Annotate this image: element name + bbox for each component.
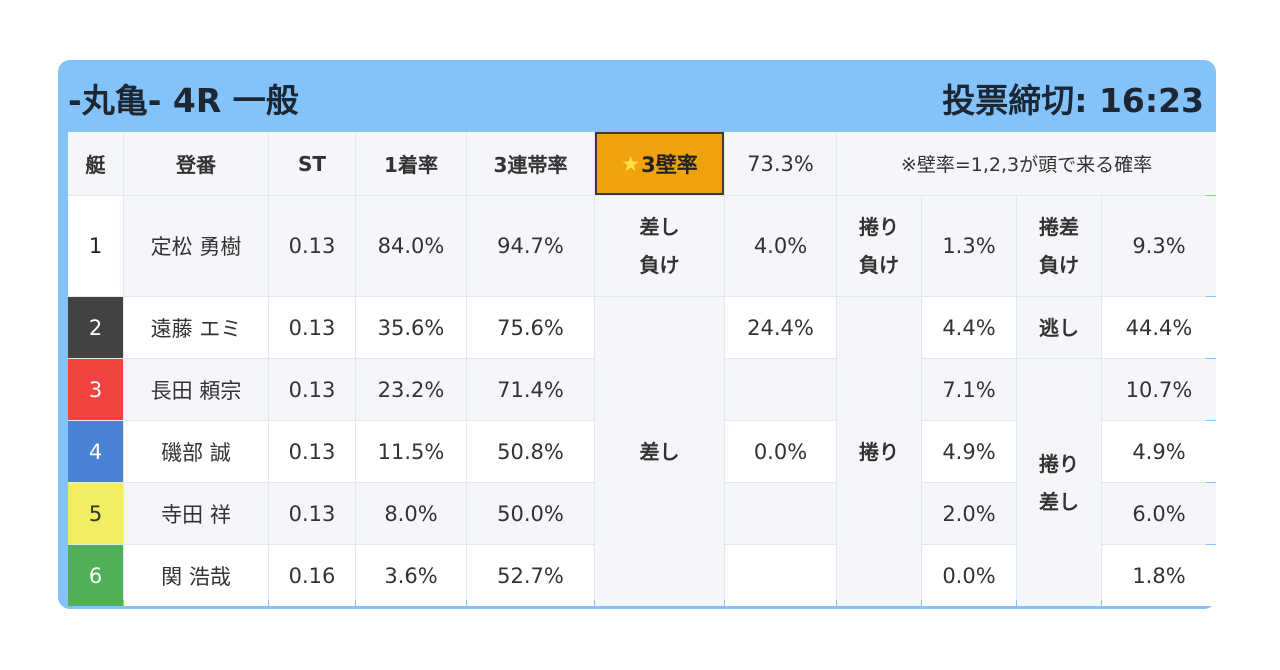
- racer-win-rate: 11.5%: [356, 421, 466, 482]
- wall-rate-text: 3壁率: [641, 152, 698, 177]
- pattern-value: 4.9%: [1102, 421, 1216, 482]
- pattern-value: 10.7%: [1102, 359, 1216, 420]
- vote-deadline: 投票締切: 16:23: [942, 81, 1204, 120]
- racer-st: 0.13: [269, 297, 355, 358]
- pattern-nige-label: 逃し: [1017, 297, 1101, 358]
- pattern-value: 44.4%: [1102, 297, 1216, 358]
- race-title: -丸亀- 4R 一般: [68, 81, 299, 120]
- pattern-value: 6.0%: [1102, 483, 1216, 544]
- pattern-makuri-make: 捲り 負け: [837, 196, 921, 296]
- pattern-value: [725, 359, 836, 420]
- header-win-rate: 1着率: [356, 132, 466, 195]
- header-st: ST: [269, 132, 355, 195]
- pattern-label-line: 負け: [1039, 253, 1079, 277]
- pattern-value: 1.8%: [1102, 545, 1216, 606]
- racer-win-rate: 35.6%: [356, 297, 466, 358]
- pattern-makurisashi-make: 捲差 負け: [1017, 196, 1101, 296]
- pattern-value: [725, 545, 836, 606]
- pattern-sashi-make: 差し 負け: [595, 196, 724, 296]
- racer-st: 0.13: [269, 196, 355, 296]
- racer-name: 関 浩哉: [124, 545, 268, 606]
- pattern-makuri-label: 捲り: [837, 297, 921, 606]
- racer-win-rate: 3.6%: [356, 545, 466, 606]
- pattern-sashi-label: 差し: [595, 297, 724, 606]
- pattern-label-line: 捲り: [1039, 451, 1079, 476]
- frame-badge-2: 2: [68, 297, 123, 358]
- pattern-value: 24.4%: [725, 297, 836, 358]
- wall-rate-label: ★ 3壁率: [595, 132, 724, 195]
- pattern-value: 4.0%: [725, 196, 836, 296]
- header-frame: 艇: [68, 132, 123, 195]
- header-register: 登番: [124, 132, 268, 195]
- racer-trio-rate: 94.7%: [467, 196, 594, 296]
- pattern-value: 4.9%: [922, 421, 1016, 482]
- frame-badge-1: 1: [68, 196, 123, 296]
- racer-name: 寺田 祥: [124, 483, 268, 544]
- pattern-value: 9.3%: [1102, 196, 1216, 296]
- pattern-makurisashi-label: 捲り 差し: [1017, 359, 1101, 606]
- pattern-value: 2.0%: [922, 483, 1016, 544]
- racer-st: 0.13: [269, 359, 355, 420]
- frame-badge-5: 5: [68, 483, 123, 544]
- star-icon: ★: [621, 151, 641, 176]
- racer-st: 0.16: [269, 545, 355, 606]
- prediction-table: 艇 登番 ST 1着率 3連帯率 ★ 3壁率 73.3% ※壁率=1,2,3が頭で…: [68, 132, 1216, 606]
- racer-name: 磯部 誠: [124, 421, 268, 482]
- racer-trio-rate: 71.4%: [467, 359, 594, 420]
- pattern-value: 4.4%: [922, 297, 1016, 358]
- wall-rate-note: ※壁率=1,2,3が頭で来る確率: [837, 132, 1216, 195]
- racer-trio-rate: 75.6%: [467, 297, 594, 358]
- racer-name: 遠藤 エミ: [124, 297, 268, 358]
- header-trio-rate: 3連帯率: [467, 132, 594, 195]
- pattern-value: 1.3%: [922, 196, 1016, 296]
- pattern-label-line: 差し: [1039, 489, 1079, 514]
- frame-badge-3: 3: [68, 359, 123, 420]
- pattern-value: 0.0%: [922, 545, 1016, 606]
- racer-trio-rate: 50.0%: [467, 483, 594, 544]
- frame-badge-4: 4: [68, 421, 123, 482]
- racer-trio-rate: 52.7%: [467, 545, 594, 606]
- pattern-label-line: 捲差: [1039, 215, 1079, 239]
- frame-badge-6: 6: [68, 545, 123, 606]
- pattern-label-line: 差し: [639, 215, 680, 239]
- pattern-label-line: 負け: [639, 253, 680, 277]
- racer-name: 長田 頼宗: [124, 359, 268, 420]
- pattern-value: 7.1%: [922, 359, 1016, 420]
- racer-win-rate: 23.2%: [356, 359, 466, 420]
- racer-win-rate: 8.0%: [356, 483, 466, 544]
- pattern-label-line: 捲り: [859, 215, 899, 239]
- pattern-label-line: 負け: [859, 253, 899, 277]
- racer-st: 0.13: [269, 421, 355, 482]
- racer-win-rate: 84.0%: [356, 196, 466, 296]
- racer-trio-rate: 50.8%: [467, 421, 594, 482]
- wall-rate-value: 73.3%: [725, 132, 836, 195]
- racer-name: 定松 勇樹: [124, 196, 268, 296]
- racer-st: 0.13: [269, 483, 355, 544]
- pattern-value: [725, 483, 836, 544]
- pattern-value: 0.0%: [725, 421, 836, 482]
